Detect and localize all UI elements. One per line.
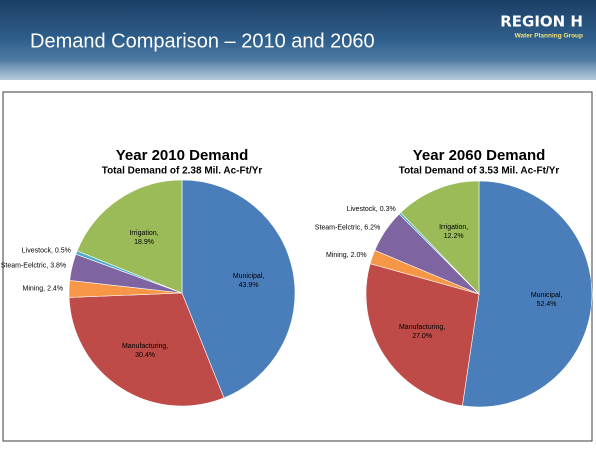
data-label-category: Steam-Eelctric, (315, 224, 363, 231)
data-label-category: Irrigation, (439, 224, 468, 231)
chart-subtitle: Total Demand of 2.38 Mil. Ac-Ft/Yr (102, 166, 263, 177)
data-label-value: 12.2% (444, 233, 464, 240)
data-label-category: Mining, (23, 286, 46, 293)
pie-slice (181, 179, 296, 399)
data-label: Mining, 2.0% (326, 252, 367, 259)
data-label-value: 52.4% (537, 301, 557, 308)
data-label-category: Mining, (326, 252, 349, 259)
slide-title: Demand Comparison – 2010 and 2060 (30, 30, 375, 52)
data-label: Mining, 2.4% (23, 286, 64, 293)
logo-tagline: Water Planning Group (515, 33, 583, 40)
pie-slice (462, 180, 593, 408)
data-label-value: 2.0% (351, 252, 367, 259)
data-label-category: Manufacturing, (122, 343, 168, 350)
pie-slice (400, 180, 480, 295)
data-label: Irrigation, 18.9% (129, 230, 158, 246)
data-label-category: Irrigation, (129, 230, 158, 237)
data-label: Manufacturing, 27.0% (399, 324, 445, 340)
data-label-category: Municipal, (233, 273, 265, 280)
data-label: Municipal, 43.9% (233, 273, 265, 289)
header-fade (0, 60, 596, 100)
data-label: Municipal, 52.4% (531, 292, 563, 308)
data-label-category: Municipal, (531, 292, 563, 299)
data-label-value: 2.4% (47, 286, 63, 293)
data-label-category: Manufacturing, (399, 324, 445, 331)
data-label-category: Steam-Eelctric, (1, 263, 49, 270)
data-label-value: 6.2% (364, 224, 380, 231)
logo-name: REGION H (500, 13, 583, 31)
pie-slice (76, 179, 183, 294)
data-label: Livestock, 0.5% (22, 247, 71, 254)
data-label-value: 18.9% (134, 239, 154, 246)
data-label-value: 0.5% (55, 247, 71, 254)
data-label-value: 30.4% (135, 352, 155, 359)
data-label-value: 3.8% (50, 263, 66, 270)
chart-title: Year 2010 Demand (116, 147, 249, 164)
data-label-value: 43.9% (239, 282, 259, 289)
data-label: Steam-Eelctric, 3.8% (1, 263, 66, 270)
data-label-category: Livestock, (347, 206, 378, 213)
data-label: Irrigation, 12.2% (439, 224, 468, 240)
data-label-category: Livestock, (22, 247, 53, 254)
data-label-value: 27.0% (412, 333, 432, 340)
chart-subtitle: Total Demand of 3.53 Mil. Ac-Ft/Yr (399, 166, 560, 177)
data-label: Steam-Eelctric, 6.2% (315, 224, 380, 231)
chart-title: Year 2060 Demand (413, 147, 546, 164)
data-label-value: 0.3% (380, 206, 396, 213)
pie-slice (365, 263, 480, 407)
data-label: Manufacturing, 30.4% (122, 343, 168, 359)
pie-slice (68, 292, 225, 407)
content-frame (2, 91, 593, 442)
data-label: Livestock, 0.3% (347, 206, 396, 213)
